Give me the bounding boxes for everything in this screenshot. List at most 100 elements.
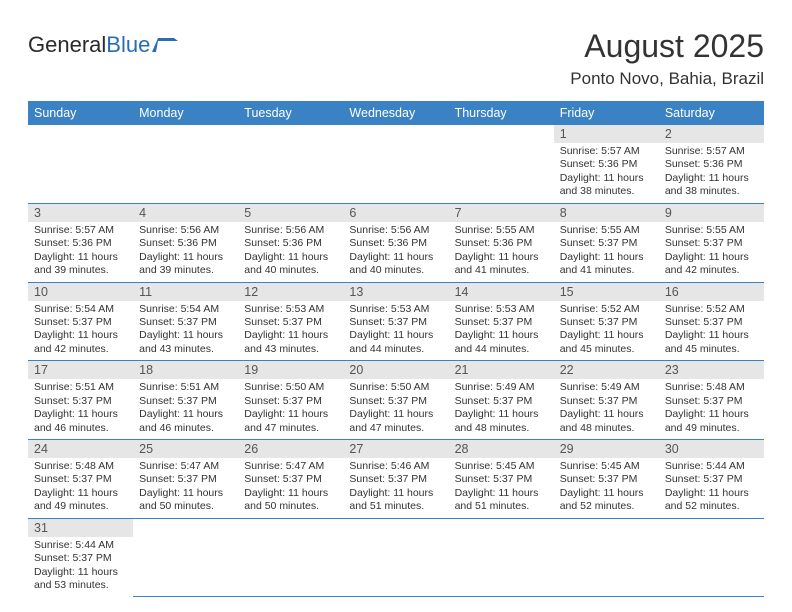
- day-number: 29: [554, 440, 659, 458]
- day-number: 31: [28, 519, 133, 537]
- logo: GeneralBlue: [28, 28, 178, 58]
- calendar-day: 16Sunrise: 5:52 AMSunset: 5:37 PMDayligh…: [659, 282, 764, 361]
- day-content: Sunrise: 5:50 AMSunset: 5:37 PMDaylight:…: [238, 379, 343, 439]
- logo-text-general: General: [28, 32, 106, 58]
- day-number: 1: [554, 125, 659, 143]
- day-number: 18: [133, 361, 238, 379]
- calendar-day: 20Sunrise: 5:50 AMSunset: 5:37 PMDayligh…: [343, 361, 448, 440]
- calendar-day: 9Sunrise: 5:55 AMSunset: 5:37 PMDaylight…: [659, 203, 764, 282]
- day-content: Sunrise: 5:53 AMSunset: 5:37 PMDaylight:…: [343, 301, 448, 361]
- calendar-day: 25Sunrise: 5:47 AMSunset: 5:37 PMDayligh…: [133, 440, 238, 519]
- calendar-day: 12Sunrise: 5:53 AMSunset: 5:37 PMDayligh…: [238, 282, 343, 361]
- calendar-day: 30Sunrise: 5:44 AMSunset: 5:37 PMDayligh…: [659, 440, 764, 519]
- calendar-day: 17Sunrise: 5:51 AMSunset: 5:37 PMDayligh…: [28, 361, 133, 440]
- calendar-empty: [449, 125, 554, 203]
- day-number: 19: [238, 361, 343, 379]
- day-number: 20: [343, 361, 448, 379]
- location: Ponto Novo, Bahia, Brazil: [570, 69, 764, 89]
- day-content: Sunrise: 5:51 AMSunset: 5:37 PMDaylight:…: [133, 379, 238, 439]
- day-content: Sunrise: 5:57 AMSunset: 5:36 PMDaylight:…: [554, 143, 659, 203]
- day-number: 22: [554, 361, 659, 379]
- calendar-day: 29Sunrise: 5:45 AMSunset: 5:37 PMDayligh…: [554, 440, 659, 519]
- calendar-empty: [659, 518, 764, 596]
- calendar-day: 5Sunrise: 5:56 AMSunset: 5:36 PMDaylight…: [238, 203, 343, 282]
- calendar-day: 19Sunrise: 5:50 AMSunset: 5:37 PMDayligh…: [238, 361, 343, 440]
- day-number: 8: [554, 204, 659, 222]
- calendar-day: 11Sunrise: 5:54 AMSunset: 5:37 PMDayligh…: [133, 282, 238, 361]
- calendar-empty: [133, 518, 238, 596]
- month-title: August 2025: [570, 28, 764, 65]
- weekday-header: Thursday: [449, 101, 554, 125]
- day-number: 16: [659, 283, 764, 301]
- calendar-day: 10Sunrise: 5:54 AMSunset: 5:37 PMDayligh…: [28, 282, 133, 361]
- calendar-empty: [554, 518, 659, 596]
- weekday-header: Saturday: [659, 101, 764, 125]
- day-content: Sunrise: 5:52 AMSunset: 5:37 PMDaylight:…: [659, 301, 764, 361]
- day-content: Sunrise: 5:56 AMSunset: 5:36 PMDaylight:…: [343, 222, 448, 282]
- day-content: Sunrise: 5:49 AMSunset: 5:37 PMDaylight:…: [449, 379, 554, 439]
- calendar-empty: [238, 125, 343, 203]
- day-content: Sunrise: 5:55 AMSunset: 5:37 PMDaylight:…: [554, 222, 659, 282]
- day-content: Sunrise: 5:49 AMSunset: 5:37 PMDaylight:…: [554, 379, 659, 439]
- day-number: 2: [659, 125, 764, 143]
- calendar-empty: [343, 518, 448, 596]
- day-number: 7: [449, 204, 554, 222]
- logo-flag-icon: [152, 36, 178, 54]
- calendar-row: 3Sunrise: 5:57 AMSunset: 5:36 PMDaylight…: [28, 203, 764, 282]
- calendar-day: 21Sunrise: 5:49 AMSunset: 5:37 PMDayligh…: [449, 361, 554, 440]
- weekday-header: Wednesday: [343, 101, 448, 125]
- day-number: 3: [28, 204, 133, 222]
- weekday-header: Friday: [554, 101, 659, 125]
- calendar-empty: [28, 125, 133, 203]
- day-number: 28: [449, 440, 554, 458]
- day-number: 9: [659, 204, 764, 222]
- day-content: Sunrise: 5:56 AMSunset: 5:36 PMDaylight:…: [238, 222, 343, 282]
- day-number: 11: [133, 283, 238, 301]
- day-content: Sunrise: 5:54 AMSunset: 5:37 PMDaylight:…: [28, 301, 133, 361]
- day-number: 14: [449, 283, 554, 301]
- calendar-day: 31Sunrise: 5:44 AMSunset: 5:37 PMDayligh…: [28, 518, 133, 596]
- day-content: Sunrise: 5:47 AMSunset: 5:37 PMDaylight:…: [238, 458, 343, 518]
- title-block: August 2025 Ponto Novo, Bahia, Brazil: [570, 28, 764, 89]
- calendar-day: 28Sunrise: 5:45 AMSunset: 5:37 PMDayligh…: [449, 440, 554, 519]
- day-content: Sunrise: 5:51 AMSunset: 5:37 PMDaylight:…: [28, 379, 133, 439]
- day-content: Sunrise: 5:55 AMSunset: 5:36 PMDaylight:…: [449, 222, 554, 282]
- weekday-header: Tuesday: [238, 101, 343, 125]
- day-number: 21: [449, 361, 554, 379]
- calendar-day: 8Sunrise: 5:55 AMSunset: 5:37 PMDaylight…: [554, 203, 659, 282]
- calendar-day: 18Sunrise: 5:51 AMSunset: 5:37 PMDayligh…: [133, 361, 238, 440]
- day-content: Sunrise: 5:48 AMSunset: 5:37 PMDaylight:…: [28, 458, 133, 518]
- calendar-empty: [449, 518, 554, 596]
- calendar-day: 22Sunrise: 5:49 AMSunset: 5:37 PMDayligh…: [554, 361, 659, 440]
- calendar-row: 24Sunrise: 5:48 AMSunset: 5:37 PMDayligh…: [28, 440, 764, 519]
- calendar-day: 23Sunrise: 5:48 AMSunset: 5:37 PMDayligh…: [659, 361, 764, 440]
- calendar-day: 15Sunrise: 5:52 AMSunset: 5:37 PMDayligh…: [554, 282, 659, 361]
- day-content: Sunrise: 5:56 AMSunset: 5:36 PMDaylight:…: [133, 222, 238, 282]
- day-number: 27: [343, 440, 448, 458]
- day-number: 24: [28, 440, 133, 458]
- day-content: Sunrise: 5:44 AMSunset: 5:37 PMDaylight:…: [659, 458, 764, 518]
- day-content: Sunrise: 5:46 AMSunset: 5:37 PMDaylight:…: [343, 458, 448, 518]
- weekday-header: Monday: [133, 101, 238, 125]
- day-content: Sunrise: 5:57 AMSunset: 5:36 PMDaylight:…: [659, 143, 764, 203]
- day-content: Sunrise: 5:50 AMSunset: 5:37 PMDaylight:…: [343, 379, 448, 439]
- calendar-body: 1Sunrise: 5:57 AMSunset: 5:36 PMDaylight…: [28, 125, 764, 597]
- day-content: Sunrise: 5:52 AMSunset: 5:37 PMDaylight:…: [554, 301, 659, 361]
- day-number: 25: [133, 440, 238, 458]
- day-number: 13: [343, 283, 448, 301]
- calendar-row: 1Sunrise: 5:57 AMSunset: 5:36 PMDaylight…: [28, 125, 764, 203]
- calendar-day: 4Sunrise: 5:56 AMSunset: 5:36 PMDaylight…: [133, 203, 238, 282]
- day-content: Sunrise: 5:54 AMSunset: 5:37 PMDaylight:…: [133, 301, 238, 361]
- calendar-empty: [238, 518, 343, 596]
- calendar-row: 17Sunrise: 5:51 AMSunset: 5:37 PMDayligh…: [28, 361, 764, 440]
- day-number: 30: [659, 440, 764, 458]
- calendar-header-row: SundayMondayTuesdayWednesdayThursdayFrid…: [28, 101, 764, 125]
- day-content: Sunrise: 5:44 AMSunset: 5:37 PMDaylight:…: [28, 537, 133, 597]
- logo-text-blue: Blue: [106, 32, 150, 58]
- calendar-day: 24Sunrise: 5:48 AMSunset: 5:37 PMDayligh…: [28, 440, 133, 519]
- day-content: Sunrise: 5:45 AMSunset: 5:37 PMDaylight:…: [554, 458, 659, 518]
- calendar-day: 2Sunrise: 5:57 AMSunset: 5:36 PMDaylight…: [659, 125, 764, 203]
- day-number: 23: [659, 361, 764, 379]
- day-number: 4: [133, 204, 238, 222]
- weekday-header: Sunday: [28, 101, 133, 125]
